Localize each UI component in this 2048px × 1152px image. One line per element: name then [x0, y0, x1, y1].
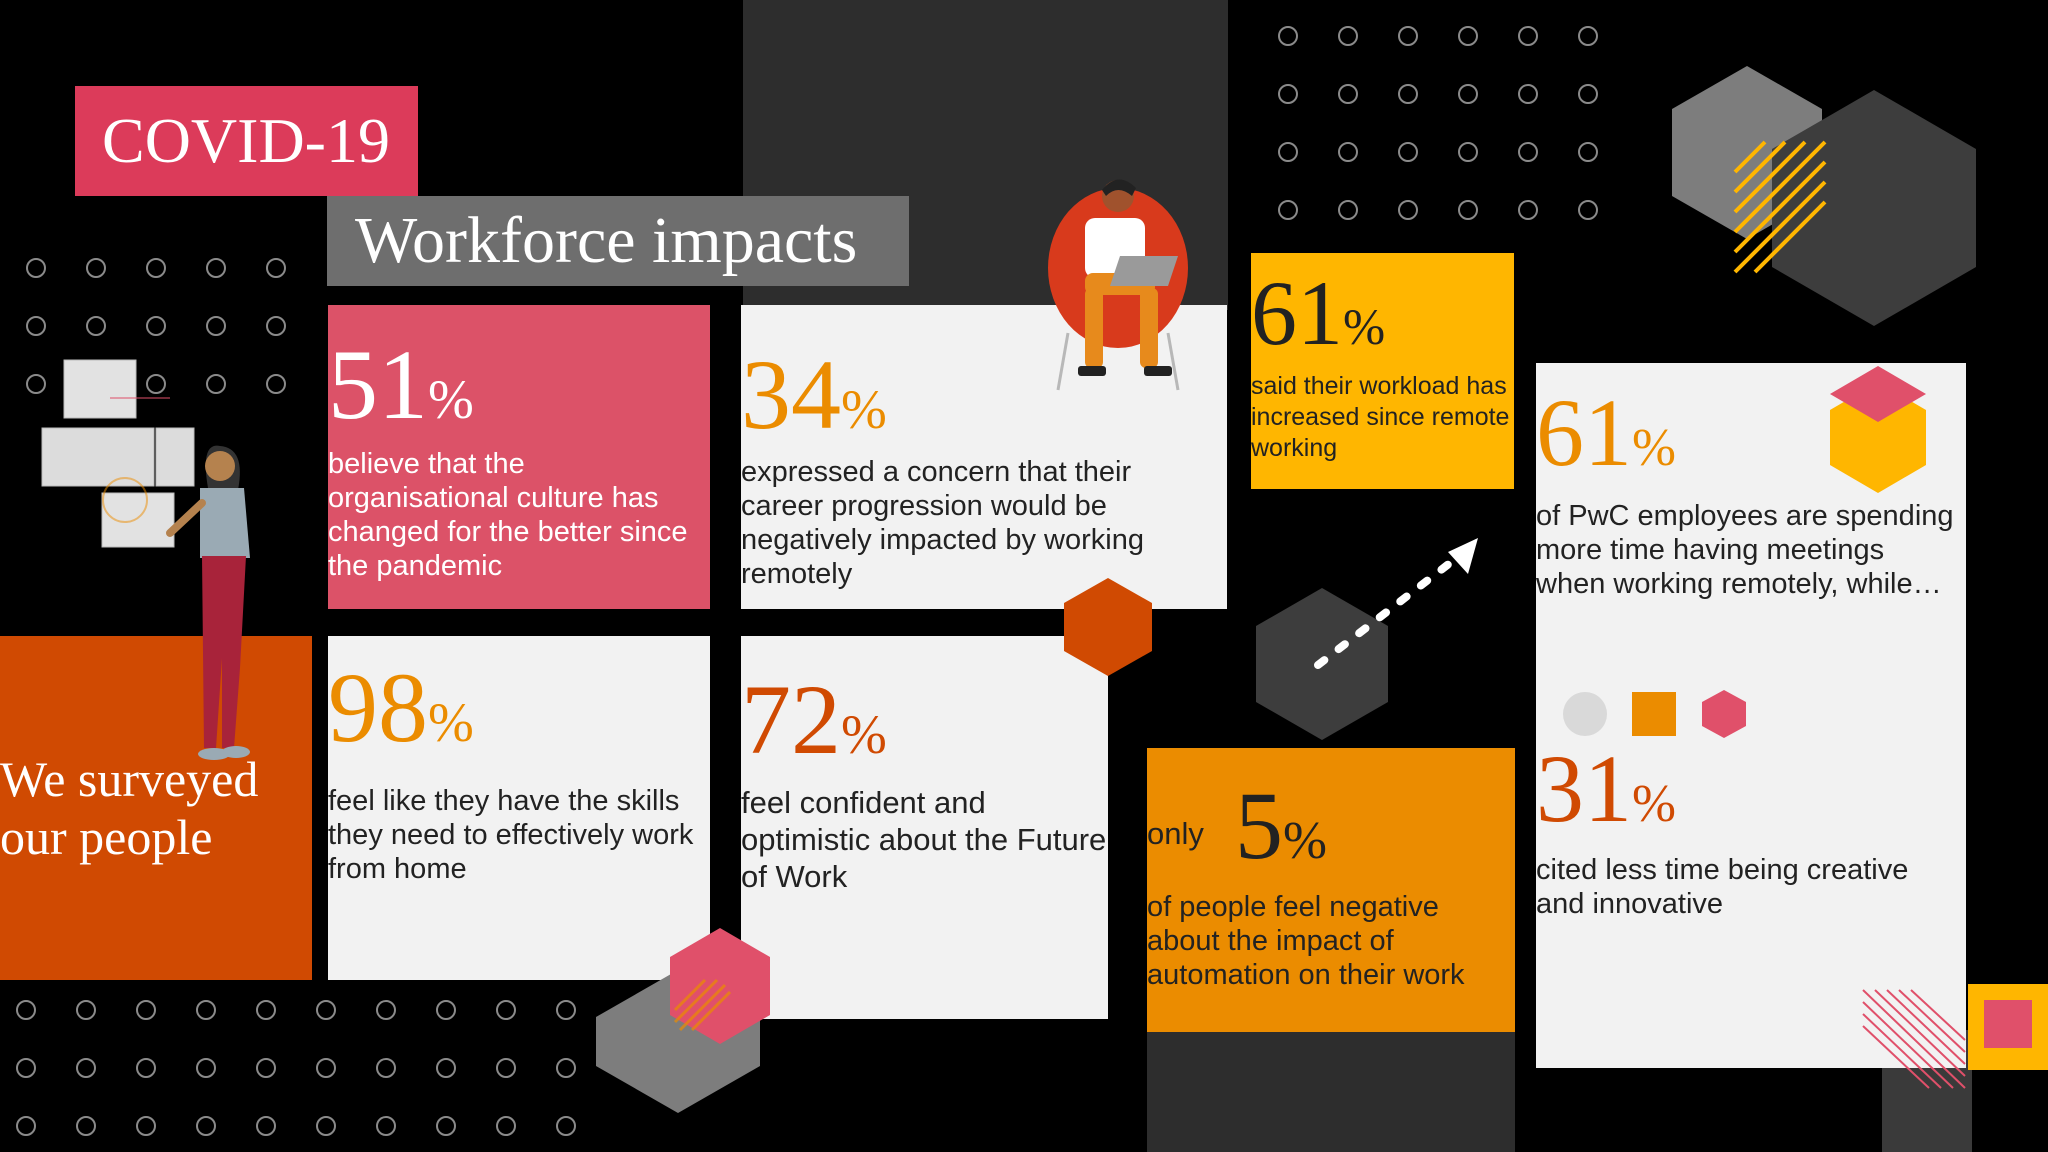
- covid-tag: COVID-19: [75, 86, 418, 196]
- dot-grid-bottom-left: [16, 1000, 616, 1136]
- stat-text: said their workload has increased since …: [1251, 372, 1510, 462]
- stat-text: of people feel negative about the impact…: [1147, 891, 1465, 991]
- stat-value: 72%: [741, 664, 887, 775]
- stat-value: 5%: [1235, 772, 1327, 879]
- stat-card-automation: only 5% of people feel negative about th…: [1147, 748, 1515, 1032]
- stat-prefix: only: [1147, 816, 1204, 851]
- woman-with-screens-icon: [41, 359, 250, 760]
- stat-value: 61%: [1536, 379, 1676, 486]
- stat-value: 51%: [328, 329, 474, 440]
- arrow-icon: [1314, 538, 1478, 669]
- covid-tag-label: COVID-19: [102, 105, 390, 176]
- stat-text-creative: cited less time being creative and innov…: [1536, 854, 1909, 920]
- stat-card-skills: 98% feel like they have the skills they …: [328, 636, 710, 980]
- stat-card-culture: 51% believe that the organisational cult…: [328, 305, 710, 609]
- intro-panel: We surveyed our people: [0, 636, 312, 980]
- person-with-laptop-icon: [1048, 179, 1188, 391]
- stat-card-workload: 61% said their workload has increased si…: [1251, 253, 1514, 489]
- dot-grid-top-right: [1278, 26, 1638, 220]
- page-title-text: Workforce impacts: [355, 204, 858, 277]
- intro-line-1: We surveyed: [0, 751, 259, 807]
- intro-text: We surveyed our people: [0, 750, 258, 866]
- intro-line-2: our people: [0, 809, 213, 865]
- stat-card-future: 72% feel confident and optimistic about …: [741, 636, 1108, 1019]
- stat-text: feel confident and optimistic about the …: [741, 785, 1107, 894]
- stat-card-meetings: 61% of PwC employees are spending more t…: [1536, 363, 1966, 1068]
- page-title: Workforce impacts: [327, 196, 909, 286]
- stat-value: 34%: [741, 339, 887, 450]
- stat-text: expressed a concern that their career pr…: [741, 456, 1144, 590]
- stat-text: feel like they have the skills they need…: [328, 785, 694, 885]
- stat-value: 61%: [1251, 262, 1386, 364]
- stat-text: believe that the organisational culture …: [328, 448, 688, 582]
- stat-value-creative: 31%: [1536, 735, 1676, 842]
- stat-text: of PwC employees are spending more time …: [1536, 500, 1954, 600]
- stat-value: 98%: [328, 652, 474, 763]
- bg-dark-column-bottom: [1147, 1030, 1515, 1152]
